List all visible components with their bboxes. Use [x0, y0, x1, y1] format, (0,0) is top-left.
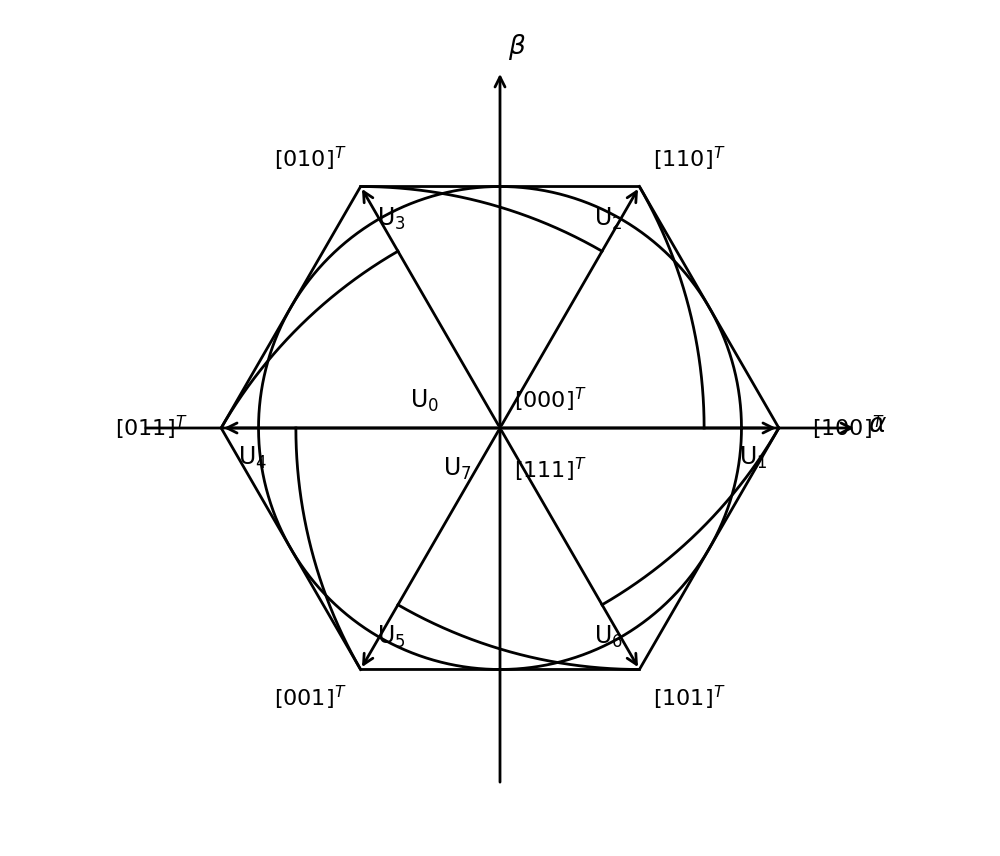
Text: $[110]^T$: $[110]^T$ [653, 145, 726, 173]
Text: U$_1$: U$_1$ [739, 445, 768, 471]
Text: U$_0$: U$_0$ [410, 388, 439, 414]
Text: $[010]^T$: $[010]^T$ [274, 145, 347, 173]
Text: $[101]^T$: $[101]^T$ [653, 683, 726, 711]
Text: U$_6$: U$_6$ [594, 624, 623, 650]
Text: $[001]^T$: $[001]^T$ [274, 683, 347, 711]
Text: α: α [868, 413, 885, 438]
Text: U$_4$: U$_4$ [238, 445, 267, 471]
Text: $[100]^T$: $[100]^T$ [812, 414, 885, 442]
Text: U$_7$: U$_7$ [443, 456, 472, 482]
Text: U$_5$: U$_5$ [377, 624, 406, 650]
Text: $[111]^T$: $[111]^T$ [514, 456, 586, 484]
Text: $[000]^T$: $[000]^T$ [514, 386, 586, 414]
Text: U$_2$: U$_2$ [594, 206, 623, 232]
Text: β: β [508, 34, 525, 60]
Text: $[011]^T$: $[011]^T$ [115, 414, 188, 442]
Text: U$_3$: U$_3$ [377, 206, 406, 232]
